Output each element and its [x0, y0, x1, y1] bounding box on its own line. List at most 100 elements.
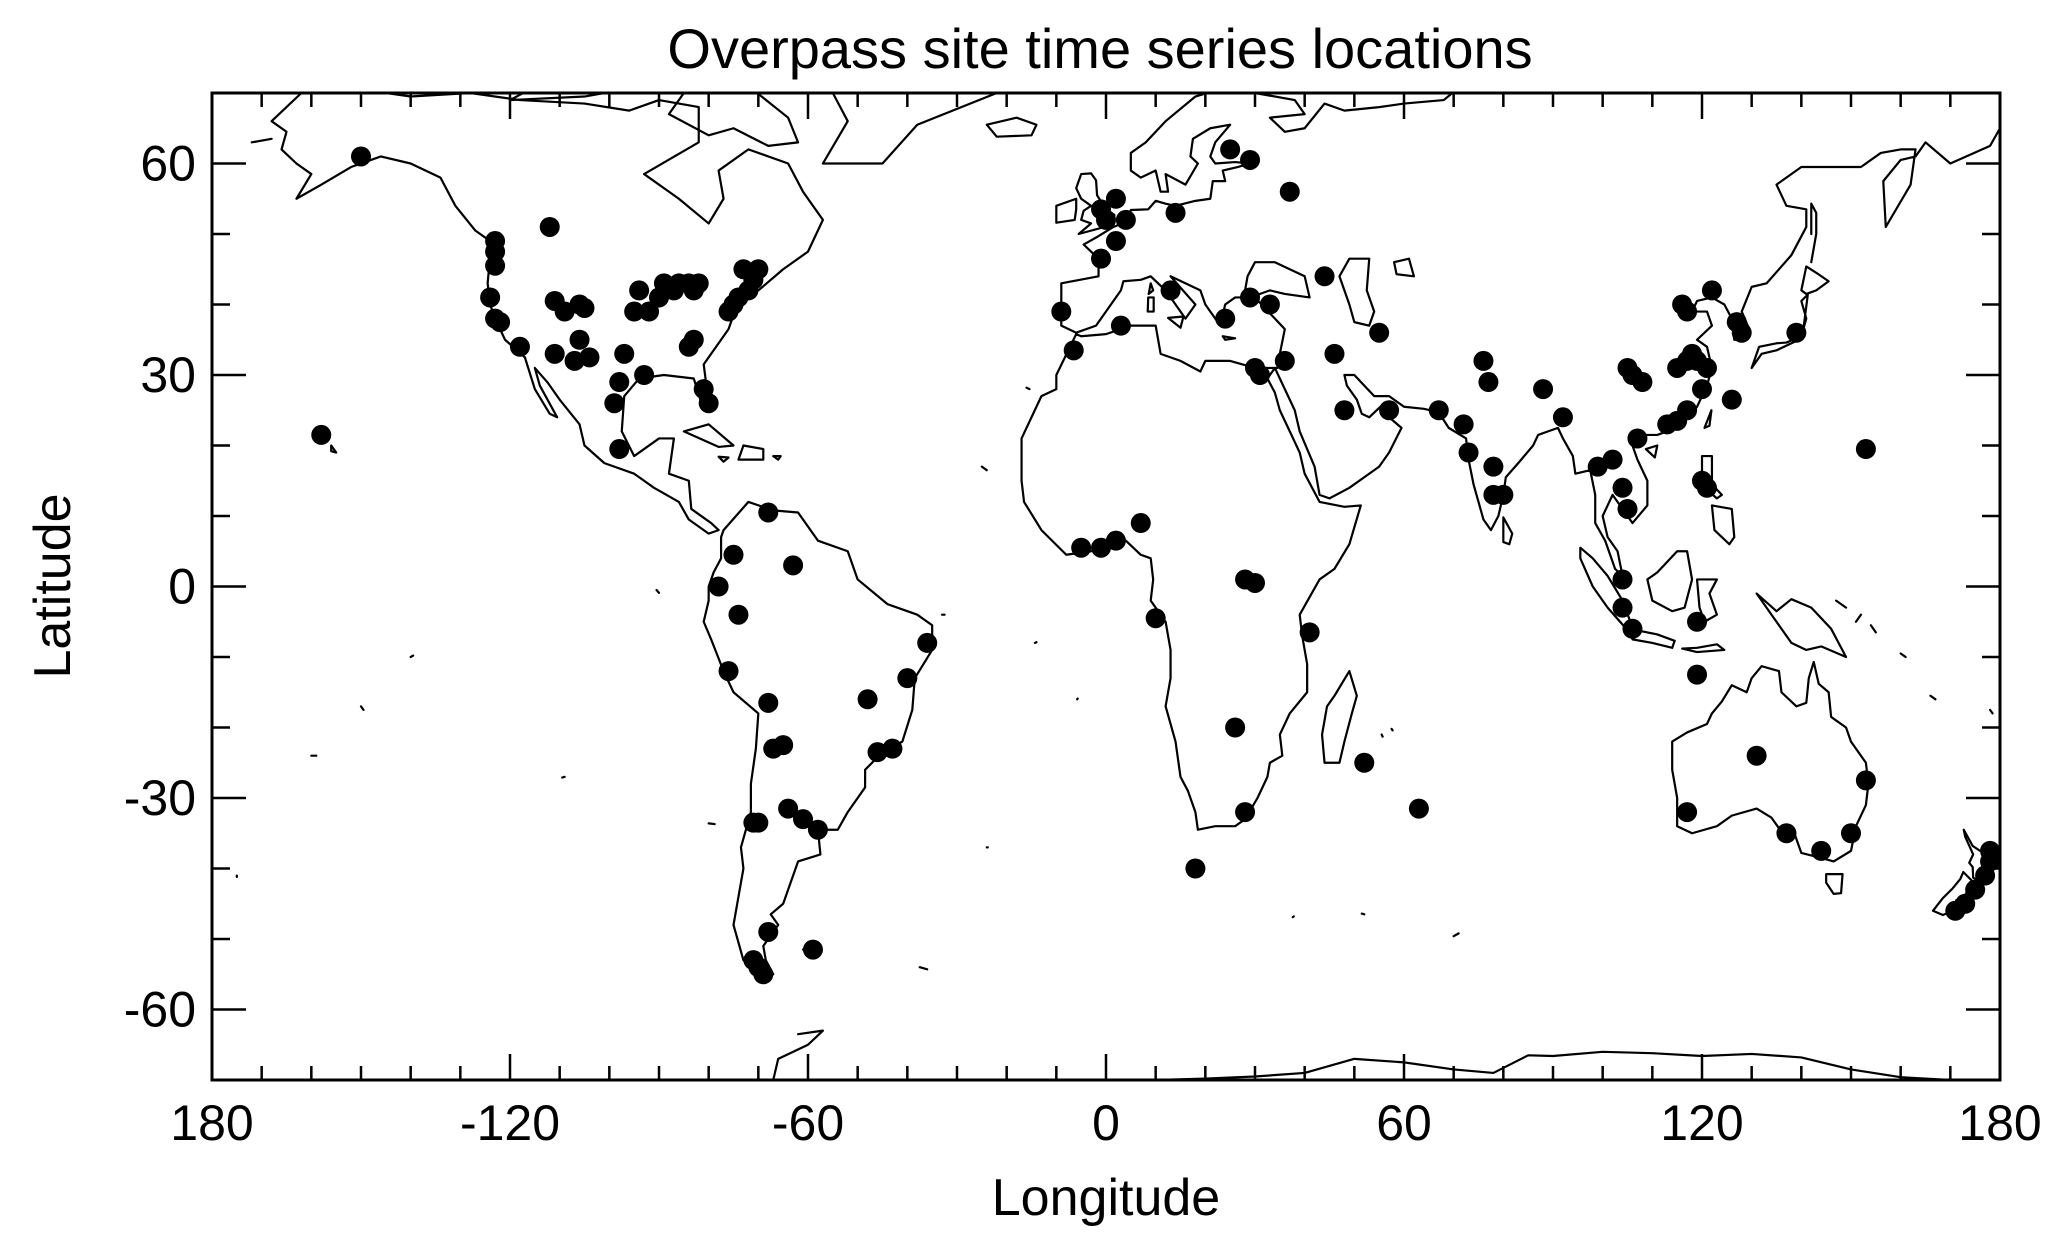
- x-tick-label: -60: [772, 1095, 844, 1151]
- site-marker: [1587, 456, 1608, 477]
- site-marker: [485, 255, 506, 276]
- site-marker: [1220, 139, 1241, 160]
- site-marker: [1552, 407, 1573, 428]
- site-marker: [1145, 608, 1166, 629]
- site-marker: [1051, 301, 1072, 322]
- site-marker: [539, 216, 560, 237]
- site-marker: [688, 273, 709, 294]
- site-marker: [743, 812, 764, 833]
- site-marker: [1458, 442, 1479, 463]
- y-tick-label: 30: [140, 347, 196, 403]
- site-marker: [1105, 188, 1126, 209]
- site-marker: [1235, 802, 1256, 823]
- site-marker: [758, 502, 779, 523]
- site-marker: [753, 964, 774, 985]
- site-marker: [1612, 597, 1633, 618]
- site-marker: [1259, 294, 1280, 315]
- y-tick-label: 60: [140, 136, 196, 192]
- site-marker: [1215, 308, 1236, 329]
- site-marker: [1696, 477, 1717, 498]
- site-marker: [758, 692, 779, 713]
- site-marker: [1105, 530, 1126, 551]
- x-axis-label: Longitude: [992, 1169, 1220, 1227]
- site-marker: [1408, 798, 1429, 819]
- site-marker: [1945, 900, 1966, 921]
- site-marker: [1692, 379, 1712, 400]
- site-marker: [1696, 357, 1717, 378]
- axis-ticks: [210, 91, 2002, 1082]
- site-marker: [1483, 456, 1504, 477]
- site-marker: [793, 809, 814, 830]
- site-marker: [1091, 199, 1112, 220]
- y-tick-label: -60: [124, 982, 196, 1038]
- site-marker: [708, 576, 729, 597]
- site-marker: [1245, 572, 1265, 593]
- site-marker: [609, 439, 630, 460]
- site-marker: [783, 555, 804, 576]
- site-marker: [1379, 400, 1400, 421]
- site-marker: [1677, 802, 1698, 823]
- site-marker: [867, 742, 888, 763]
- site-marker: [629, 280, 650, 301]
- site-marker: [1786, 322, 1807, 343]
- site-marker: [490, 312, 511, 333]
- site-marker: [778, 798, 799, 819]
- site-marker: [1071, 537, 1092, 558]
- y-tick-label: 0: [168, 559, 196, 615]
- site-marker: [1249, 365, 1270, 385]
- site-marker: [807, 819, 828, 840]
- site-marker: [1841, 823, 1861, 844]
- site-marker: [624, 301, 645, 322]
- site-marker: [897, 668, 918, 689]
- site-marker: [882, 738, 903, 759]
- site-marker: [683, 329, 704, 350]
- site-marker: [509, 336, 530, 357]
- site-marker: [1687, 611, 1708, 632]
- site-marker: [1776, 823, 1797, 844]
- site-marker: [1672, 294, 1693, 315]
- site-marker: [1428, 400, 1449, 421]
- site-markers: [311, 139, 2001, 985]
- site-marker: [480, 287, 501, 308]
- site-marker: [574, 298, 595, 319]
- site-marker: [1612, 477, 1633, 498]
- x-tick-label: 180: [170, 1095, 253, 1151]
- site-marker: [1369, 322, 1390, 343]
- site-marker: [351, 146, 371, 167]
- site-marker: [1160, 280, 1181, 301]
- site-marker: [1687, 664, 1708, 685]
- site-marker: [698, 393, 719, 414]
- site-marker: [554, 301, 575, 322]
- site-marker: [604, 393, 625, 414]
- site-marker: [1677, 400, 1698, 421]
- site-marker: [1627, 428, 1648, 449]
- site-marker: [1240, 287, 1261, 308]
- site-marker: [569, 329, 590, 350]
- site-marker: [564, 350, 585, 371]
- site-marker: [1334, 400, 1355, 421]
- site-marker: [728, 604, 749, 625]
- site-marker: [614, 343, 635, 364]
- site-marker: [1279, 181, 1300, 202]
- x-tick-label: 0: [1092, 1095, 1120, 1151]
- site-marker: [1105, 231, 1126, 252]
- site-marker: [1855, 770, 1876, 791]
- x-tick-label: 120: [1660, 1095, 1743, 1151]
- site-marker: [1975, 865, 1996, 886]
- site-marker: [1240, 149, 1261, 170]
- y-axis-label: Latitude: [24, 493, 82, 678]
- site-marker: [718, 661, 739, 682]
- site-marker: [758, 921, 779, 942]
- site-marker: [1130, 513, 1151, 534]
- x-tick-label: 60: [1376, 1095, 1432, 1151]
- site-marker: [1274, 350, 1295, 371]
- site-marker: [1185, 858, 1206, 879]
- site-marker: [1478, 372, 1499, 393]
- x-tick-label: -120: [460, 1095, 560, 1151]
- site-marker: [1617, 498, 1638, 519]
- site-marker: [579, 347, 600, 368]
- site-marker: [544, 343, 565, 364]
- y-tick-label: -30: [124, 770, 196, 826]
- chart-title: Overpass site time series locations: [667, 17, 1532, 80]
